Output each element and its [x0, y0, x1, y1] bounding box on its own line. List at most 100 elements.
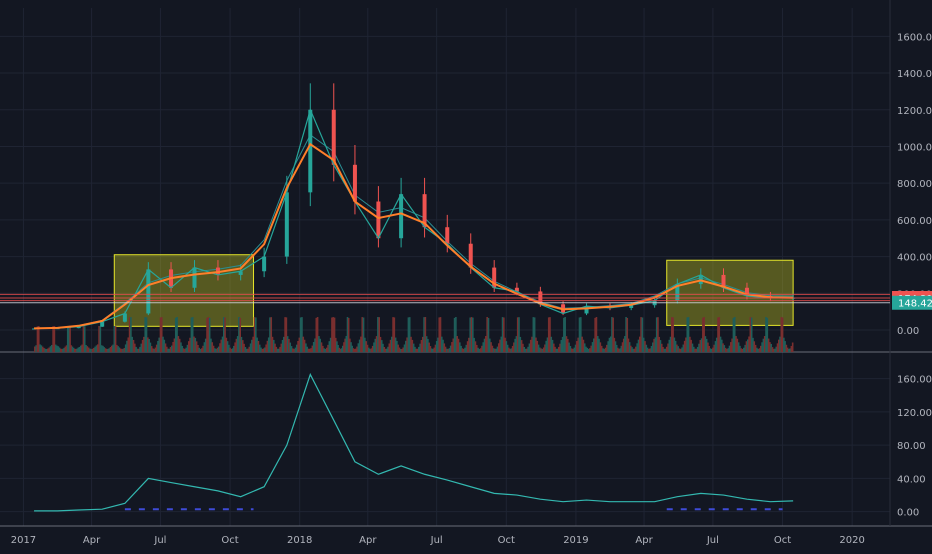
- time-axis-tick: Jul: [706, 535, 719, 546]
- candle-body[interactable]: [584, 306, 589, 314]
- volume-bar: [708, 346, 710, 352]
- volume-bar: [370, 348, 373, 352]
- highlight-box[interactable]: [666, 259, 794, 326]
- volume-bar: [299, 317, 302, 352]
- volume-bar: [791, 342, 794, 352]
- volume-bar: [626, 317, 629, 352]
- volume-bar: [110, 345, 113, 352]
- candle-body[interactable]: [146, 269, 151, 314]
- candle-body[interactable]: [468, 243, 473, 268]
- volume-bar: [281, 339, 284, 352]
- volume-bar: [68, 326, 70, 352]
- candle-body[interactable]: [352, 164, 357, 202]
- volume-bar: [479, 348, 482, 352]
- volume-bar: [53, 326, 56, 352]
- candle-body[interactable]: [376, 201, 381, 239]
- volume-bar: [654, 337, 657, 352]
- candle-body[interactable]: [238, 271, 243, 275]
- time-axis-tick: 2019: [563, 535, 588, 546]
- volume-bar: [135, 346, 137, 352]
- volume-bar: [449, 345, 452, 352]
- volume-bar: [628, 342, 631, 352]
- candle-body[interactable]: [629, 305, 634, 308]
- volume-bar: [158, 337, 161, 352]
- time-axis-tick: Apr: [635, 535, 653, 546]
- highlight-box[interactable]: [113, 254, 255, 327]
- volume-bar: [269, 317, 271, 352]
- volume-bar: [573, 347, 576, 352]
- volume-bar: [629, 345, 632, 352]
- volume-bar: [98, 326, 100, 352]
- candle-body[interactable]: [445, 227, 450, 244]
- candle-body[interactable]: [32, 328, 37, 330]
- volume-bar: [160, 317, 163, 352]
- candle-body[interactable]: [122, 313, 127, 322]
- candle-body[interactable]: [514, 287, 519, 292]
- volume-bar: [430, 348, 433, 352]
- volume-bar: [408, 317, 411, 352]
- volume-bar: [421, 336, 424, 352]
- volume-bar: [704, 336, 707, 352]
- volume-bar: [187, 341, 190, 352]
- ema-fast-line[interactable]: [34, 142, 794, 330]
- candle-body[interactable]: [675, 284, 680, 301]
- indicator-line[interactable]: [34, 372, 794, 512]
- volume-bar: [305, 343, 307, 352]
- volume-bar: [412, 343, 415, 352]
- candle-body[interactable]: [262, 256, 267, 272]
- candle-body[interactable]: [399, 194, 404, 239]
- candle-body[interactable]: [284, 192, 289, 257]
- volume-bar: [745, 341, 748, 352]
- volume-bar: [455, 317, 457, 352]
- volume-bar: [219, 343, 221, 352]
- candle-body[interactable]: [308, 109, 313, 193]
- candle-body[interactable]: [331, 109, 336, 165]
- volume-bar: [439, 317, 442, 352]
- volume-bar: [681, 347, 683, 352]
- volume-bar: [206, 317, 208, 352]
- volume-bar: [279, 346, 281, 352]
- candle-body[interactable]: [100, 321, 105, 327]
- volume-bar: [456, 336, 458, 352]
- volume-bar: [730, 342, 732, 352]
- candle-body[interactable]: [721, 274, 726, 288]
- volume-bar: [546, 337, 549, 352]
- candle-body[interactable]: [744, 287, 749, 297]
- volume-bar: [576, 341, 578, 352]
- volume-bar: [280, 343, 283, 352]
- volume-bar: [669, 336, 672, 352]
- volume-bar: [756, 347, 758, 352]
- volume-bar: [483, 338, 486, 352]
- volume-bar: [754, 344, 757, 352]
- volume-bar: [719, 336, 722, 352]
- volume-bar: [781, 317, 784, 352]
- candle-body[interactable]: [492, 267, 497, 288]
- volume-bar: [452, 338, 455, 352]
- volume-bar: [338, 347, 341, 352]
- volume-bar: [379, 336, 382, 352]
- volume-bar: [301, 317, 303, 352]
- volume-bar: [590, 345, 593, 352]
- volume-bar: [333, 317, 336, 352]
- candle-body[interactable]: [76, 326, 81, 329]
- candle-body[interactable]: [422, 194, 427, 228]
- volume-bar: [231, 348, 234, 352]
- volume-bar: [143, 336, 145, 352]
- volume-bar: [189, 337, 191, 352]
- volume-bar: [81, 344, 83, 352]
- volume-bar: [752, 337, 754, 352]
- volume-bar: [672, 317, 674, 352]
- volume-bar: [223, 317, 225, 352]
- volume-bar: [383, 346, 386, 352]
- candle-body[interactable]: [192, 267, 197, 288]
- volume-bar: [414, 346, 416, 352]
- volume-bar: [37, 326, 40, 352]
- volume-bar: [780, 317, 783, 352]
- volume-bar: [328, 341, 331, 352]
- volume-bar: [257, 340, 260, 352]
- volume-bar: [475, 344, 478, 352]
- volume-bar: [295, 344, 298, 352]
- volume-bar: [385, 348, 388, 352]
- volume-bar: [286, 336, 289, 352]
